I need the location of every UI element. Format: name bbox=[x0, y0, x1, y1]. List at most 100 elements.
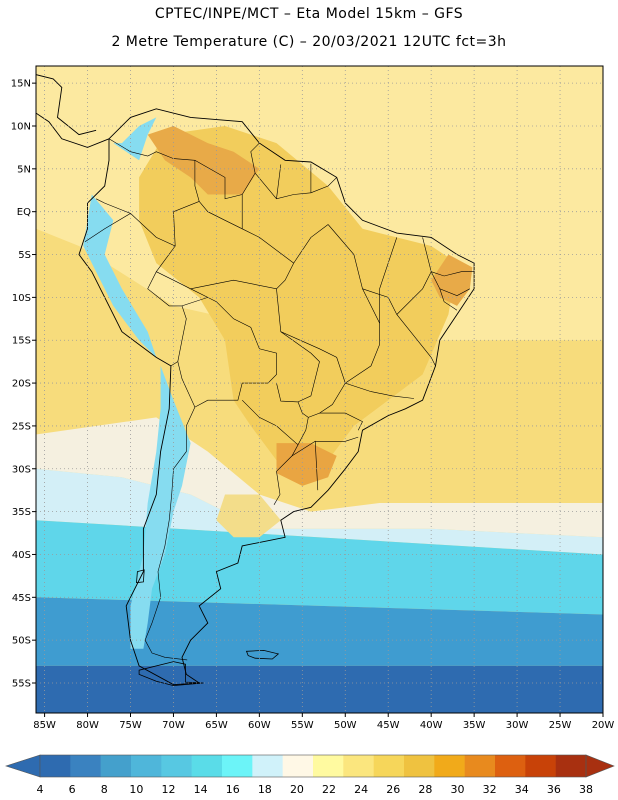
lon-label: 35W bbox=[463, 720, 486, 731]
central-america-coastline bbox=[36, 74, 110, 148]
lat-label: 5S bbox=[18, 250, 31, 261]
lat-label: 45S bbox=[12, 593, 31, 604]
lat-label: 40S bbox=[12, 550, 31, 561]
colorbar-segment bbox=[252, 755, 283, 777]
colorbar-segment bbox=[313, 755, 344, 777]
border-line-22 bbox=[379, 237, 398, 324]
colorbar-label: 22 bbox=[322, 783, 336, 796]
border-line-20 bbox=[362, 288, 436, 367]
colorbar-arrow-low bbox=[5, 754, 41, 778]
border-line-13 bbox=[190, 224, 329, 290]
temperature-zone-5 bbox=[36, 597, 603, 666]
lon-label: 85W bbox=[33, 720, 56, 731]
lat-label: 5N bbox=[17, 164, 31, 175]
colorbar-label: 4 bbox=[37, 783, 44, 796]
colorbar-label: 38 bbox=[579, 783, 593, 796]
coastlines bbox=[36, 74, 475, 687]
border-line-8 bbox=[144, 406, 196, 661]
lat-label: 25S bbox=[12, 421, 31, 432]
lat-label: 20S bbox=[12, 379, 31, 390]
temperature-zone-10 bbox=[216, 494, 281, 538]
colorbar-label: 20 bbox=[290, 783, 304, 796]
colorbar-label: 6 bbox=[69, 783, 76, 796]
colorbar-segment bbox=[404, 755, 435, 777]
lon-label: 40W bbox=[420, 720, 443, 731]
colorbar-label: 16 bbox=[226, 783, 240, 796]
map-title: CPTEC/INPE/MCT – Eta Model 15km – GFS bbox=[154, 6, 464, 22]
lon-label: 20W bbox=[592, 720, 615, 731]
temperature-field bbox=[36, 66, 603, 713]
colorbar-label: 12 bbox=[161, 783, 175, 796]
colorbar-label: 14 bbox=[194, 783, 208, 796]
colorbar-label: 34 bbox=[515, 783, 529, 796]
border-line-2 bbox=[254, 172, 337, 200]
border-line-12 bbox=[156, 271, 208, 298]
colorbar-segment bbox=[525, 755, 556, 777]
colorbar-segment bbox=[282, 755, 314, 777]
colorbar-outline bbox=[39, 754, 587, 778]
border-line-0 bbox=[95, 138, 200, 247]
lat-label: 35S bbox=[12, 507, 31, 518]
border-line-14 bbox=[276, 288, 415, 399]
temperature-zone-4 bbox=[36, 520, 603, 615]
colorbar-segment bbox=[70, 755, 101, 777]
political-borders bbox=[84, 138, 475, 661]
colorbar-segment bbox=[434, 755, 465, 777]
border-line-7 bbox=[177, 297, 277, 408]
longitude-labels: 85W 80W 75W 70W 65W 60W 55W 50W 45W 40W 35W 30W 25W 2… bbox=[33, 713, 614, 731]
temperature-zone-6 bbox=[36, 665, 603, 713]
border-line-23 bbox=[431, 271, 475, 277]
colorbar-segment bbox=[343, 755, 374, 777]
lat-label: EQ bbox=[17, 207, 31, 218]
colorbar-segment bbox=[40, 755, 71, 777]
latitude-labels: 15N 10N 5N EQ 5S 10S 15S 20S 25S 30S 35S 40S 45S 50S 5… bbox=[11, 79, 36, 690]
colorbar-segment bbox=[495, 755, 526, 777]
lon-label: 50W bbox=[334, 720, 357, 731]
border-line-26 bbox=[198, 201, 294, 264]
colorbar-label: 10 bbox=[129, 783, 143, 796]
colorbar-label: 28 bbox=[418, 783, 432, 796]
lon-label: 60W bbox=[248, 720, 271, 731]
map-subtitle: 2 Metre Temperature (C) – 20/03/2021 12U… bbox=[111, 34, 507, 50]
colorbar-segment bbox=[161, 755, 192, 777]
temperature-zone-9 bbox=[276, 443, 337, 486]
colorbar-label: 24 bbox=[354, 783, 368, 796]
temperature-zone-7 bbox=[147, 126, 260, 195]
border-line-6 bbox=[84, 213, 131, 242]
temperature-zone-12 bbox=[83, 194, 157, 358]
border-line-16 bbox=[308, 382, 346, 418]
lat-label: 30S bbox=[12, 464, 31, 475]
lon-label: 70W bbox=[162, 720, 185, 731]
lat-label: 10S bbox=[12, 293, 31, 304]
lat-label: 15S bbox=[12, 336, 31, 347]
lon-label: 45W bbox=[377, 720, 400, 731]
continent-coastline bbox=[78, 108, 475, 686]
lon-label: 80W bbox=[76, 720, 99, 731]
lat-label: 50S bbox=[12, 636, 31, 647]
lon-label: 65W bbox=[205, 720, 228, 731]
island-2 bbox=[136, 569, 145, 584]
colorbar-label: 32 bbox=[483, 783, 497, 796]
border-line-18 bbox=[315, 436, 359, 442]
map-frame bbox=[35, 65, 604, 714]
colorbar-segment bbox=[464, 755, 496, 777]
colorbar-segment bbox=[222, 755, 253, 777]
border-line-25 bbox=[439, 288, 458, 311]
lon-label: 25W bbox=[549, 720, 572, 731]
colorbar-label: 30 bbox=[451, 783, 465, 796]
border-line-21 bbox=[396, 237, 432, 315]
lat-label: 55S bbox=[12, 679, 31, 690]
island-0 bbox=[138, 661, 204, 687]
temperature-colorbar: 4 6 8 10 12 14 16 18 20 22 24 26 28 30 32 34 36 38 bbox=[5, 754, 615, 796]
border-line-3 bbox=[276, 164, 282, 199]
temperature-zone-13 bbox=[113, 117, 157, 161]
lat-lon-grid bbox=[36, 66, 603, 713]
border-line-24 bbox=[430, 271, 470, 297]
colorbar-label: 26 bbox=[386, 783, 400, 796]
island-1 bbox=[245, 649, 280, 660]
border-line-10 bbox=[273, 444, 299, 505]
border-line-9 bbox=[241, 383, 309, 446]
temperature-zone-1 bbox=[139, 126, 457, 469]
colorbar-segment bbox=[131, 755, 162, 777]
